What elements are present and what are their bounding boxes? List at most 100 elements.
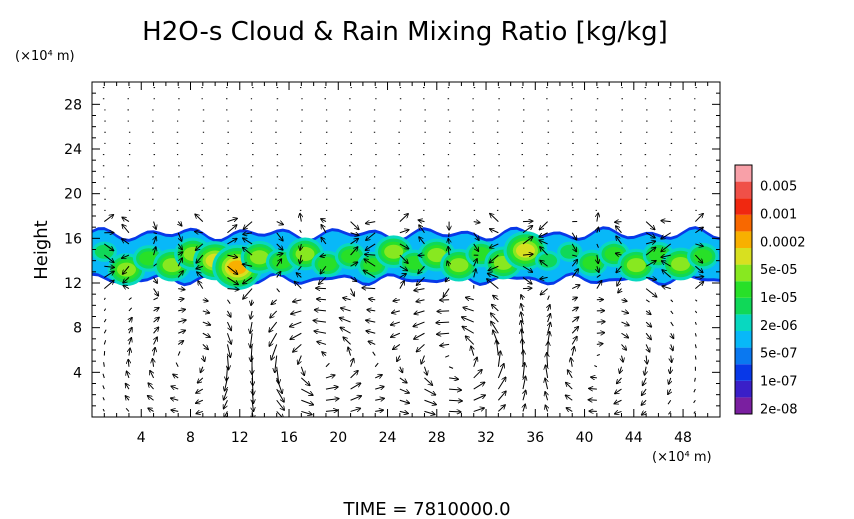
wind-vector — [473, 358, 477, 367]
colorbar-swatch — [735, 314, 752, 331]
wind-vector — [572, 285, 579, 288]
wind-vector — [571, 337, 577, 345]
wind-vector — [414, 332, 425, 339]
cloud-field — [92, 226, 720, 291]
wind-vector — [496, 340, 498, 356]
wind-vector — [462, 317, 474, 323]
wind-vector — [417, 344, 425, 351]
wind-vector — [290, 321, 302, 327]
x-tick-label: 32 — [477, 430, 495, 446]
wind-vector — [171, 386, 179, 389]
wind-vector — [571, 260, 577, 267]
wind-vector — [325, 375, 335, 378]
wind-vector — [276, 259, 282, 267]
wind-vector — [198, 281, 204, 289]
wind-vector — [490, 254, 499, 263]
wind-vector — [661, 221, 671, 222]
wind-vector — [393, 300, 400, 301]
wind-vector — [321, 255, 327, 256]
wind-vector — [694, 310, 698, 314]
wind-vector — [438, 311, 450, 312]
wind-vector — [449, 378, 458, 379]
wind-vector — [128, 360, 129, 367]
colorbar-swatch — [735, 181, 752, 199]
x-tick-label: 48 — [674, 430, 692, 446]
wind-vector — [320, 265, 327, 273]
wind-vector — [375, 410, 383, 411]
wind-vector — [148, 408, 154, 411]
wind-vector — [369, 299, 376, 300]
colorbar-label: 0.001 — [760, 207, 797, 222]
wind-vector — [102, 385, 105, 390]
wind-vector — [662, 261, 671, 267]
wind-vector — [366, 243, 376, 250]
cloud-cell — [449, 258, 469, 273]
wind-vector — [300, 254, 302, 263]
wind-vector — [671, 355, 672, 362]
wind-vector — [572, 254, 578, 257]
wind-vector — [490, 229, 499, 234]
wind-vector — [693, 388, 696, 393]
wind-vector — [362, 288, 376, 289]
wind-vector — [642, 399, 647, 405]
wind-vector — [596, 344, 603, 345]
wind-vector — [571, 243, 576, 251]
wind-vector — [399, 400, 409, 403]
wind-vector — [195, 232, 203, 233]
wind-vector — [661, 243, 672, 251]
colorbar-swatch — [735, 198, 752, 215]
wind-vector — [153, 327, 159, 334]
colorbar-swatch — [735, 380, 752, 398]
wind-vector — [424, 411, 434, 414]
wind-vector — [643, 377, 646, 385]
wind-vector — [616, 265, 622, 272]
wind-vector — [366, 331, 376, 333]
wind-vector — [473, 232, 479, 240]
wind-vector — [319, 277, 327, 284]
wind-vector — [393, 344, 401, 349]
wind-vector — [350, 371, 358, 379]
wind-vector — [351, 359, 354, 367]
y-axis-unit: (×10⁴ m) — [15, 49, 75, 64]
wind-vector — [325, 387, 338, 389]
wind-vector — [276, 411, 284, 417]
wind-vector — [596, 274, 601, 278]
wind-vector — [122, 255, 130, 258]
wind-vector — [667, 399, 672, 405]
wind-vector — [694, 321, 697, 325]
wind-vector — [545, 379, 547, 390]
wind-vector — [153, 263, 157, 267]
wind-vector — [243, 288, 253, 299]
y-axis: 4 8 12 16 20 24 28 — [64, 92, 720, 407]
wind-vector — [522, 226, 532, 234]
wind-vector — [596, 243, 599, 248]
wind-vector — [419, 225, 425, 234]
wind-vector — [522, 254, 533, 255]
wind-vector — [645, 299, 650, 303]
wind-vector — [540, 277, 548, 279]
wind-vector — [448, 247, 449, 256]
wind-vector — [523, 405, 525, 412]
wind-vector — [617, 277, 622, 285]
wind-vector — [154, 221, 156, 229]
wind-vector — [226, 321, 231, 330]
wind-vector — [243, 248, 253, 256]
colorbar-swatch — [735, 165, 752, 182]
wind-vector — [463, 307, 474, 312]
wind-vector — [104, 243, 113, 250]
wind-vector — [375, 387, 383, 389]
x-tick-label: 16 — [280, 430, 298, 446]
wind-vector — [548, 305, 550, 312]
wind-vector — [617, 377, 622, 383]
wind-vector — [343, 337, 351, 345]
wind-vector — [694, 344, 697, 349]
wind-vector — [128, 297, 132, 301]
wind-vector — [203, 355, 205, 362]
wind-vector — [621, 311, 628, 313]
x-tick-label: 24 — [379, 430, 397, 446]
colorbar-label: 1e-05 — [760, 291, 798, 306]
wind-vector — [397, 355, 400, 362]
wind-vector — [571, 307, 578, 310]
wind-vector — [596, 354, 600, 357]
colorbar-swatch — [735, 231, 752, 248]
